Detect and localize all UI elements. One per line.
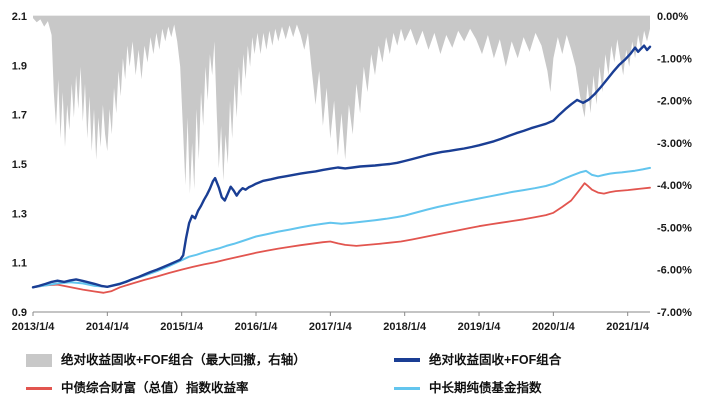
chart-svg: 2.1 1.9 1.7 1.5 1.3 1.1 0.9 0.00% -1.00% -2.00% -3… xyxy=(12,11,692,333)
drawdown-area-swatch xyxy=(26,353,52,367)
chart: 2.1 1.9 1.7 1.5 1.3 1.1 0.9 0.00% -1.00% -2.00% -3… xyxy=(12,11,692,333)
x-axis-tick-label: 2017/1/4 xyxy=(309,321,353,333)
right-axis-tick-label: -3.00% xyxy=(657,138,692,150)
left-axis-tick-label: 1.1 xyxy=(12,258,27,270)
legend-item-chinabond-index: 中债综合财富（总值）指数收益率 xyxy=(26,380,394,396)
x-axis-tick-label: 2015/1/4 xyxy=(160,321,204,333)
left-axis-tick-label: 1.9 xyxy=(12,60,27,72)
legend-label-drawdown: 绝对收益固收+FOF组合（最大回撤，右轴） xyxy=(61,353,306,367)
legend-label-chinabond-index: 中债综合财富（总值）指数收益率 xyxy=(61,381,249,395)
fof-portfolio-line-swatch xyxy=(394,358,420,362)
right-axis-tick-label: -5.00% xyxy=(657,222,692,234)
fof-portfolio-line xyxy=(31,44,652,289)
drawdown-area xyxy=(33,16,650,194)
right-axis-tick-label: -1.00% xyxy=(657,53,692,65)
right-axis-tick-label: -4.00% xyxy=(657,180,692,192)
chinabond-wealth-index-line xyxy=(32,182,651,294)
right-axis-tick-label: -7.00% xyxy=(657,307,692,319)
left-axis-tick-label: 2.1 xyxy=(12,11,27,23)
x-axis-tick-label: 2016/1/4 xyxy=(235,321,279,333)
chinabond-index-line-swatch xyxy=(26,386,52,390)
x-axis-tick-label: 2020/1/4 xyxy=(532,321,576,333)
x-axis-tick-label: 2019/1/4 xyxy=(458,321,502,333)
legend: 绝对收益固收+FOF组合（最大回撤，右轴） 绝对收益固收+FOF组合 中债综合财… xyxy=(0,340,705,396)
legend-label-fof-portfolio: 绝对收益固收+FOF组合 xyxy=(429,353,562,367)
x-axis-tick-label: 2021/1/4 xyxy=(606,321,650,333)
x-axis-tick-label: 2013/1/4 xyxy=(12,321,56,333)
legend-item-pure-bond-fund: 中长期纯债基金指数 xyxy=(394,380,699,396)
right-axis-tick-label: -6.00% xyxy=(657,265,692,277)
pure-bond-fund-line-swatch xyxy=(394,386,420,390)
x-axis-tick-label: 2018/1/4 xyxy=(383,321,427,333)
legend-label-pure-bond-fund: 中长期纯债基金指数 xyxy=(429,381,542,395)
medium-long-term-pure-bond-fund-line xyxy=(32,166,651,289)
right-axis-tick-label: 0.00% xyxy=(657,11,688,23)
left-axis-tick-label: 1.5 xyxy=(12,159,27,171)
left-axis-tick-label: 0.9 xyxy=(12,307,27,319)
legend-item-drawdown: 绝对收益固收+FOF组合（最大回撤，右轴） xyxy=(26,352,394,368)
left-axis-tick-label: 1.7 xyxy=(12,110,27,122)
right-axis-tick-label: -2.00% xyxy=(657,96,692,108)
legend-item-fof-portfolio: 绝对收益固收+FOF组合 xyxy=(394,352,699,368)
left-axis-tick-label: 1.3 xyxy=(12,208,27,220)
x-axis-tick-label: 2014/1/4 xyxy=(86,321,130,333)
